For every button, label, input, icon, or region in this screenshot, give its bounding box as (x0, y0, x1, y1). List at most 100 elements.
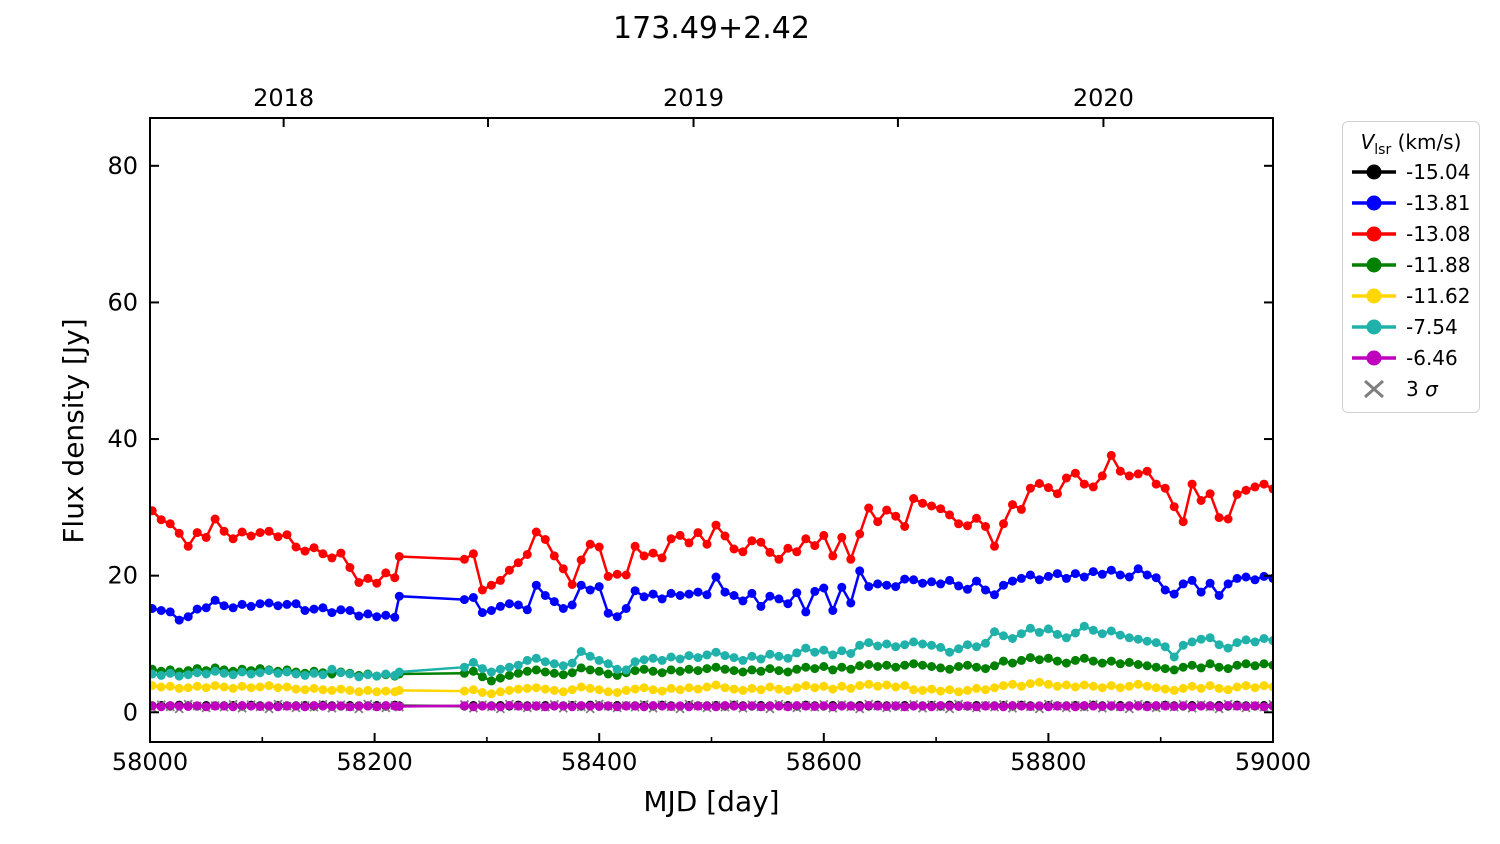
data-point (468, 657, 478, 667)
data-point (837, 582, 847, 592)
data-point (927, 501, 937, 511)
data-point (585, 585, 595, 595)
data-point (819, 645, 829, 655)
data-point (765, 701, 775, 711)
data-point (774, 684, 784, 694)
data-point (675, 654, 685, 664)
data-point (394, 591, 404, 601)
data-point (1214, 702, 1224, 712)
data-point (1025, 570, 1035, 580)
data-point (1259, 659, 1269, 669)
data-point (855, 566, 865, 576)
data-point (1214, 640, 1224, 650)
data-point (174, 528, 184, 538)
data-point (1223, 701, 1233, 710)
data-point (468, 666, 478, 676)
data-point (459, 662, 469, 672)
legend: Vlsr (km/s) -15.04 -13.81 -13.08 -11.88 -11.… (1342, 121, 1480, 413)
data-point (666, 534, 676, 544)
data-point (1034, 677, 1044, 687)
data-point (1070, 655, 1080, 665)
data-point (900, 574, 910, 584)
legend-entry: -7.54 (1343, 311, 1479, 342)
y-tick-label: 80 (107, 152, 138, 180)
data-point (738, 667, 748, 677)
data-point (1106, 681, 1116, 691)
data-point (1079, 621, 1089, 631)
data-point (801, 701, 811, 711)
data-point (828, 606, 838, 615)
data-point (150, 681, 157, 691)
data-point (1232, 638, 1242, 648)
data-point (702, 664, 712, 674)
data-point (585, 665, 595, 675)
data-point (1223, 685, 1233, 695)
data-point (1214, 662, 1224, 672)
data-point (603, 608, 613, 618)
data-point (819, 681, 829, 691)
data-point (657, 655, 667, 665)
data-point (837, 532, 847, 542)
data-point (963, 521, 972, 531)
data-point (1223, 514, 1233, 524)
data-point (954, 662, 964, 671)
data-point (354, 578, 364, 587)
data-point (1241, 659, 1251, 669)
data-point (711, 520, 721, 530)
data-point (1088, 656, 1098, 666)
data-point (1097, 471, 1107, 481)
data-point (255, 599, 265, 609)
data-point (594, 685, 604, 695)
data-point (486, 689, 496, 699)
data-point (891, 642, 901, 652)
data-point (150, 506, 157, 516)
data-point (540, 657, 550, 667)
data-point (963, 685, 972, 695)
data-point (531, 665, 541, 675)
data-point (675, 701, 685, 711)
data-point (990, 590, 999, 600)
legend-title-unit: (km/s) (1391, 130, 1462, 154)
data-point (549, 659, 559, 669)
data-point (936, 504, 946, 514)
data-point (927, 577, 937, 587)
data-point (1178, 517, 1188, 527)
data-point (738, 547, 748, 557)
data-point (165, 668, 175, 678)
data-point (648, 701, 658, 710)
data-point (345, 669, 355, 679)
data-point (309, 668, 319, 678)
data-point (891, 511, 901, 521)
data-point (819, 530, 829, 540)
data-point (1187, 479, 1197, 489)
data-point (1142, 661, 1152, 671)
data-point (1187, 681, 1197, 691)
legend-entry-sigma: 3 σ (1343, 373, 1479, 404)
data-point (990, 683, 999, 693)
data-point (846, 554, 856, 564)
data-point (156, 670, 166, 680)
data-point (675, 591, 685, 600)
data-layer (150, 450, 1273, 714)
legend-entry-label: -13.08 (1406, 221, 1471, 246)
data-point (765, 649, 775, 659)
data-point (192, 701, 202, 711)
data-point (1232, 489, 1242, 499)
data-point (864, 660, 874, 669)
data-point (963, 660, 972, 670)
data-point (1097, 683, 1107, 693)
data-point (1097, 569, 1107, 579)
data-point (702, 682, 712, 692)
data-point (801, 643, 811, 653)
data-point (585, 539, 595, 549)
data-point (327, 702, 337, 711)
data-point (639, 592, 649, 602)
data-point (747, 588, 757, 598)
data-point (264, 666, 274, 676)
data-point (1052, 656, 1062, 666)
data-point (201, 603, 211, 613)
data-point (1061, 658, 1071, 668)
data-point (981, 664, 990, 674)
data-point (693, 684, 703, 694)
